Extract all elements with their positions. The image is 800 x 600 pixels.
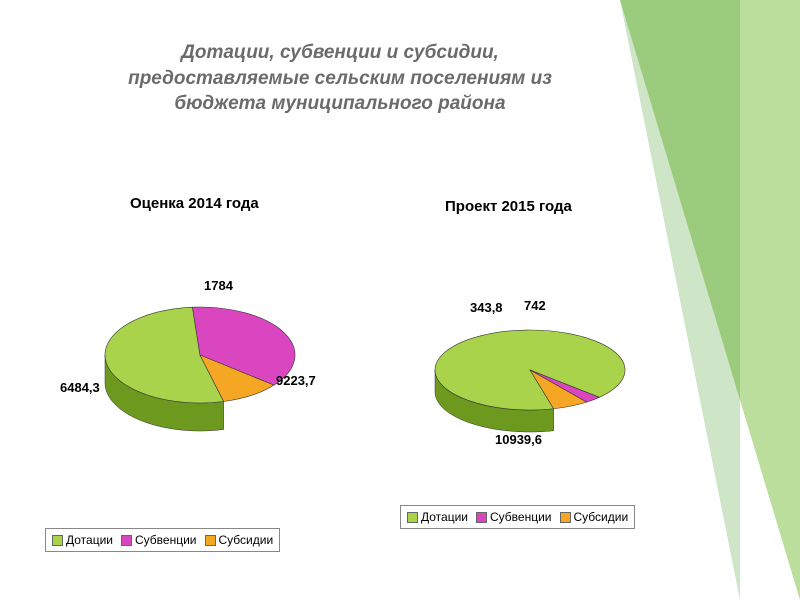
- chart-1-title: Оценка 2014 года: [130, 195, 259, 212]
- swatch-icon: [205, 535, 216, 546]
- main-title: Дотации, субвенции и субсидии, предостав…: [90, 40, 590, 117]
- legend-label: Дотации: [421, 510, 468, 524]
- chart-2-pie: [400, 310, 660, 490]
- chart-2-legend: Дотации Субвенции Субсидии: [400, 505, 635, 529]
- decor-triangle-2: [620, 0, 740, 600]
- chart-1-legend: Дотации Субвенции Субсидии: [45, 528, 280, 552]
- chart-2-label-dotacii: 10939,6: [495, 432, 542, 447]
- legend-label: Субсидии: [574, 510, 629, 524]
- swatch-icon: [476, 512, 487, 523]
- chart-2-title: Проект 2015 года: [445, 198, 572, 215]
- legend-item: Субвенции: [476, 510, 552, 524]
- legend-item: Субвенции: [121, 533, 197, 547]
- swatch-icon: [560, 512, 571, 523]
- chart-2-label-subsidii: 742: [524, 298, 546, 313]
- legend-label: Субсидии: [219, 533, 274, 547]
- legend-item: Субсидии: [560, 510, 629, 524]
- swatch-icon: [407, 512, 418, 523]
- legend-item: Субсидии: [205, 533, 274, 547]
- legend-label: Субвенции: [135, 533, 197, 547]
- legend-label: Дотации: [66, 533, 113, 547]
- legend-label: Субвенции: [490, 510, 552, 524]
- legend-item: Дотации: [52, 533, 113, 547]
- chart-2-label-subvencii: 343,8: [470, 300, 503, 315]
- legend-item: Дотации: [407, 510, 468, 524]
- swatch-icon: [52, 535, 63, 546]
- chart-1-label-subsidii: 1784: [204, 278, 233, 293]
- chart-1-pie: [70, 280, 330, 460]
- swatch-icon: [121, 535, 132, 546]
- chart-1-label-dotacii: 9223,7: [276, 373, 316, 388]
- chart-1-label-subvencii: 6484,3: [60, 380, 100, 395]
